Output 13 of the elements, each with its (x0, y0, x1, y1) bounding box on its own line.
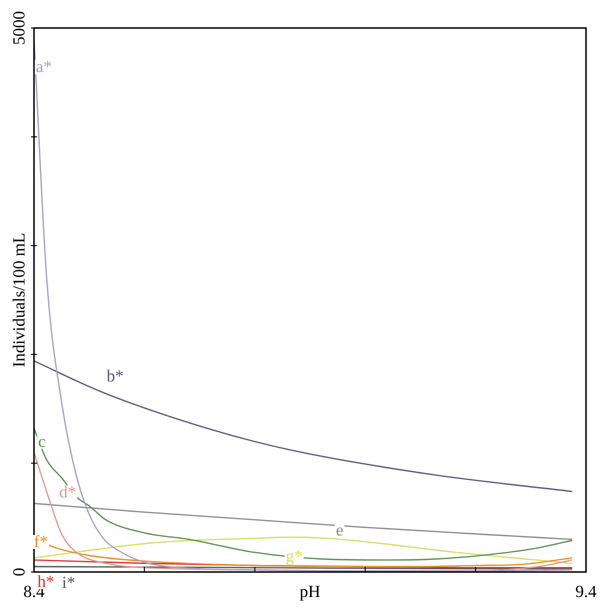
series-label: c (38, 432, 46, 451)
y-tick-label: 5000 (9, 11, 28, 45)
series-label: e (336, 520, 344, 540)
series-label: i* (62, 572, 76, 592)
series-label: g* (286, 546, 303, 566)
series-label: f* (34, 532, 48, 552)
x-axis-title: pH (300, 582, 320, 601)
y-tick-label: 0 (9, 568, 28, 576)
x-tick-label: 9.4 (575, 582, 598, 601)
series-label: a* (36, 57, 52, 76)
series-label: d* (59, 482, 76, 502)
y-axis-title: Individuals/100 mL (9, 232, 28, 368)
series-label: b* (106, 366, 124, 386)
